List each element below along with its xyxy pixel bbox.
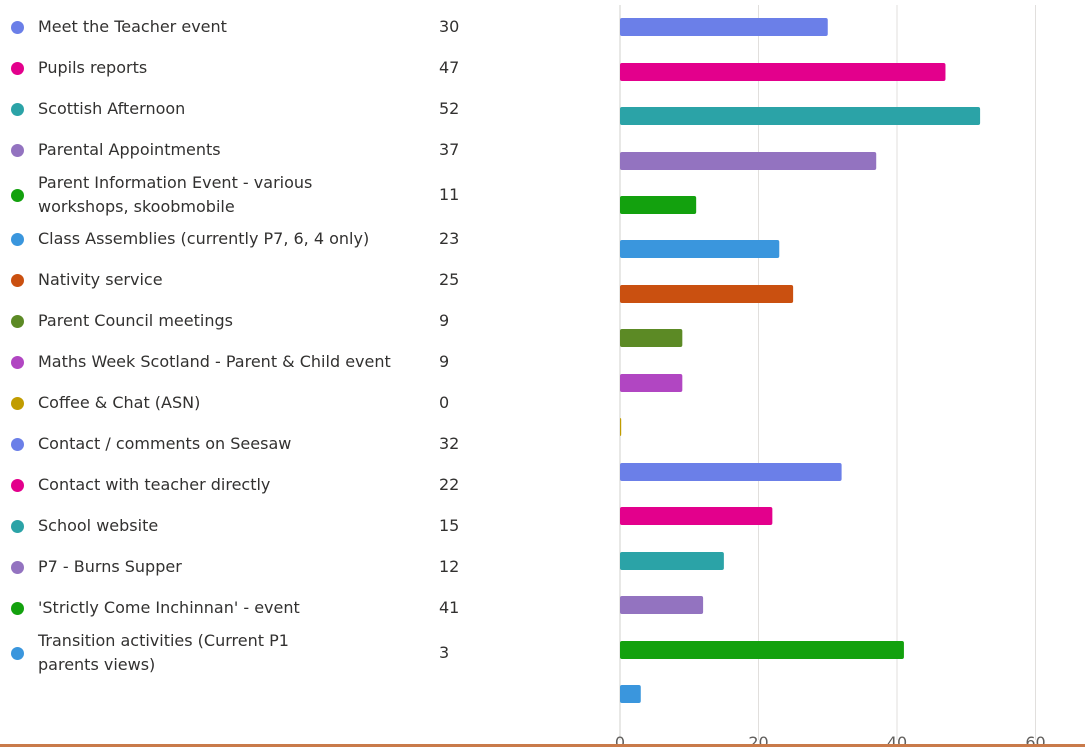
bar[interactable] [620, 152, 877, 170]
bar[interactable] [620, 329, 683, 347]
legend-item[interactable]: Pupils reports 47 [0, 56, 600, 80]
legend-value: 25 [439, 270, 460, 289]
x-tick-label: 40 [887, 733, 907, 747]
legend-value: 12 [439, 557, 460, 576]
legend-label: School website [38, 516, 159, 535]
legend-dot-icon [11, 61, 24, 75]
bar[interactable] [620, 685, 641, 703]
bar[interactable] [620, 641, 904, 659]
legend-label: P7 - Burns Supper [38, 557, 182, 576]
legend-label: Pupils reports [38, 58, 148, 77]
legend-dot-icon [11, 102, 24, 116]
legend-dot-icon [11, 478, 24, 492]
legend-label: Meet the Teacher event [38, 17, 227, 36]
bar[interactable] [620, 463, 842, 481]
legend-item[interactable]: Nativity service 25 [0, 268, 600, 292]
legend-value: 3 [439, 643, 450, 662]
legend-label: Scottish Afternoon [38, 99, 186, 118]
legend-value: 37 [439, 140, 460, 159]
bar[interactable] [620, 107, 981, 125]
legend-item[interactable]: Meet the Teacher event 30 [0, 15, 600, 39]
bar[interactable] [620, 196, 697, 214]
legend-label: Parent Information Event - various works… [38, 173, 313, 216]
legend-value: 0 [439, 393, 450, 412]
legend-item[interactable]: Maths Week Scotland - Parent & Child eve… [0, 350, 600, 374]
bottom-divider [0, 744, 1085, 747]
legend-item[interactable]: Transition activities (Current P1 parent… [0, 631, 600, 674]
bar[interactable] [620, 374, 683, 392]
legend-value: 22 [439, 475, 460, 494]
legend-label: 'Strictly Come Inchinnan' - event [38, 598, 300, 617]
legend-label: Parent Council meetings [38, 311, 233, 330]
bar[interactable] [620, 240, 780, 258]
legend-dot-icon [11, 355, 24, 369]
legend-item[interactable]: Parent Council meetings 9 [0, 309, 600, 333]
bar[interactable] [620, 418, 622, 436]
legend-item[interactable]: Coffee & Chat (ASN) 0 [0, 391, 600, 415]
legend-dot-icon [11, 396, 24, 410]
legend-dot-icon [11, 437, 24, 451]
legend-label: Contact / comments on Seesaw [38, 434, 292, 453]
legend-label: Class Assemblies (currently P7, 6, 4 onl… [38, 229, 370, 248]
legend-item[interactable]: 'Strictly Come Inchinnan' - event 41 [0, 596, 600, 620]
legend-item[interactable]: School website 15 [0, 514, 600, 538]
bar[interactable] [620, 507, 773, 525]
x-tick-label: 0 [615, 733, 625, 747]
legend-item[interactable]: Contact / comments on Seesaw 32 [0, 432, 600, 456]
legend-value: 11 [439, 185, 460, 204]
legend-label: Parental Appointments [38, 140, 221, 159]
legend-label: Transition activities (Current P1 parent… [38, 631, 289, 674]
legend-label: Maths Week Scotland - Parent & Child eve… [38, 352, 391, 371]
legend-item[interactable]: Scottish Afternoon 52 [0, 97, 600, 121]
legend-dot-icon [11, 560, 24, 574]
x-tick-label: 60 [1025, 733, 1045, 747]
legend-value: 30 [439, 17, 460, 36]
legend-item[interactable]: Class Assemblies (currently P7, 6, 4 onl… [0, 227, 600, 251]
legend-item[interactable]: P7 - Burns Supper 12 [0, 555, 600, 579]
legend-value: 9 [439, 352, 450, 371]
legend-value: 9 [439, 311, 450, 330]
legend-dot-icon [11, 314, 24, 328]
legend-label: Coffee & Chat (ASN) [38, 393, 201, 412]
legend-value: 32 [439, 434, 460, 453]
legend-dot-icon [11, 232, 24, 246]
legend-dot-icon [11, 20, 24, 34]
legend-value: 52 [439, 99, 460, 118]
legend-item[interactable]: Parental Appointments 37 [0, 138, 600, 162]
legend-item[interactable]: Parent Information Event - various works… [0, 173, 600, 216]
legend-label: Contact with teacher directly [38, 475, 271, 494]
legend-value: 15 [439, 516, 460, 535]
chart-legend: Meet the Teacher event 30 Pupils reports 47… [0, 15, 600, 674]
legend-value: 23 [439, 229, 460, 248]
bar[interactable] [620, 596, 704, 614]
bar[interactable] [620, 552, 724, 570]
bar[interactable] [620, 285, 794, 303]
x-tick-label: 20 [748, 733, 768, 747]
legend-dot-icon [11, 601, 24, 615]
legend-dot-icon [11, 519, 24, 533]
legend-value: 41 [439, 598, 460, 617]
legend-dot-icon [11, 188, 24, 202]
legend-label: Nativity service [38, 270, 163, 289]
bar[interactable] [620, 18, 828, 36]
legend-dot-icon [11, 143, 24, 157]
bar[interactable] [620, 63, 946, 81]
legend-value: 47 [439, 58, 460, 77]
legend-dot-icon [11, 646, 24, 660]
legend-item[interactable]: Contact with teacher directly 22 [0, 473, 600, 497]
legend-dot-icon [11, 273, 24, 287]
